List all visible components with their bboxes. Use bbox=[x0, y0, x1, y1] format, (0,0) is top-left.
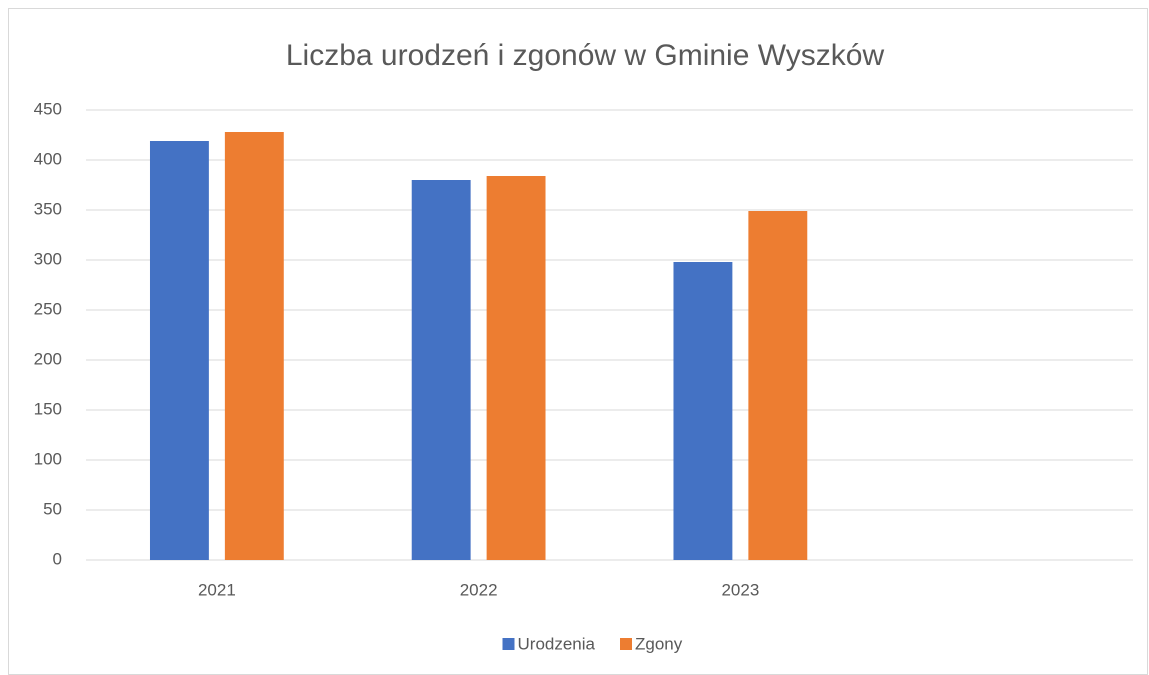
legend-label: Urodzenia bbox=[518, 634, 596, 653]
x-tick-label: 2023 bbox=[721, 580, 759, 599]
bar bbox=[224, 132, 284, 560]
y-tick-label: 400 bbox=[34, 149, 62, 168]
y-tick-label: 350 bbox=[34, 199, 62, 218]
x-tick-label: 2022 bbox=[460, 580, 498, 599]
y-tick-label: 150 bbox=[34, 399, 62, 418]
y-tick-label: 0 bbox=[53, 549, 62, 568]
x-tick-label: 2021 bbox=[198, 580, 236, 599]
y-tick-label: 200 bbox=[34, 349, 62, 368]
y-tick-label: 300 bbox=[34, 249, 62, 268]
bar bbox=[411, 180, 471, 560]
chart-title: Liczba urodzeń i zgonów w Gminie Wyszków bbox=[286, 39, 885, 72]
bar bbox=[486, 176, 546, 560]
y-tick-label: 100 bbox=[34, 449, 62, 468]
y-tick-label: 250 bbox=[34, 299, 62, 318]
bar bbox=[673, 262, 733, 560]
bar bbox=[149, 141, 209, 560]
legend-label: Zgony bbox=[635, 634, 683, 653]
y-tick-label: 450 bbox=[34, 99, 62, 118]
y-tick-label: 50 bbox=[43, 499, 62, 518]
bar bbox=[748, 211, 808, 560]
legend-swatch bbox=[620, 638, 632, 650]
legend-swatch bbox=[502, 638, 515, 650]
